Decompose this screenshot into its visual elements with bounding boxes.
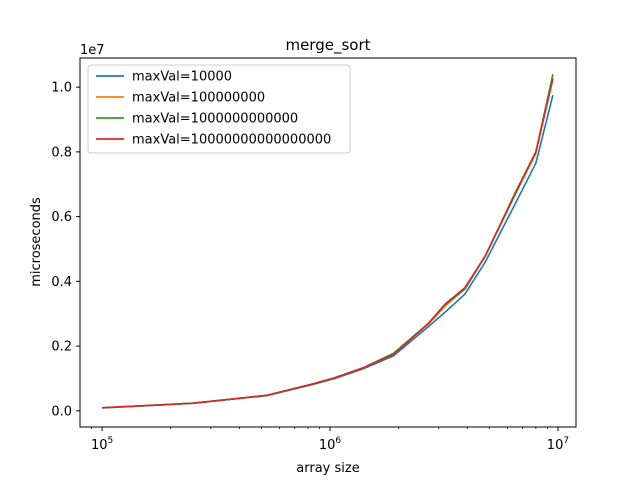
x-tick-label: 105 [91,436,113,453]
legend-label: maxVal=100000000 [132,91,265,106]
x-tick-base: 10 [547,438,564,453]
y-axis: 0.0 0.2 0.4 0.6 0.8 1.0 [51,81,80,419]
legend-box [87,64,351,154]
x-tick-base: 10 [319,438,336,453]
x-tick-label: 107 [547,436,569,453]
y-tick-label: 0.2 [51,340,72,355]
legend: maxVal=10000 maxVal=100000000 maxVal=10000… [87,64,351,154]
x-tick-label: 106 [319,436,342,453]
y-tick-label: 0.4 [51,275,72,290]
y-tick-label: 0.8 [51,145,72,160]
series-line-3 [102,78,554,409]
x-tick-exponent: 7 [563,436,569,446]
legend-label: maxVal=10000000000000000 [132,133,331,148]
y-tick-label: 0.0 [51,404,72,419]
x-tick-base: 10 [91,438,108,453]
y-tick-label: 0.6 [51,210,72,225]
x-tick-exponent: 6 [335,436,341,446]
legend-label: maxVal=1000000000000 [132,112,298,127]
plot-lines [102,74,554,409]
y-offset-label: 1e7 [80,43,105,58]
y-axis-label: microseconds [29,197,44,287]
x-axis: 105 106 107 [91,427,569,453]
plot-frame [79,57,577,428]
y-tick-label: 1.0 [51,81,72,96]
x-axis-label: array size [296,461,359,476]
legend-label: maxVal=10000 [132,70,232,85]
chart-title: merge_sort [285,36,370,55]
x-tick-exponent: 5 [107,436,113,446]
